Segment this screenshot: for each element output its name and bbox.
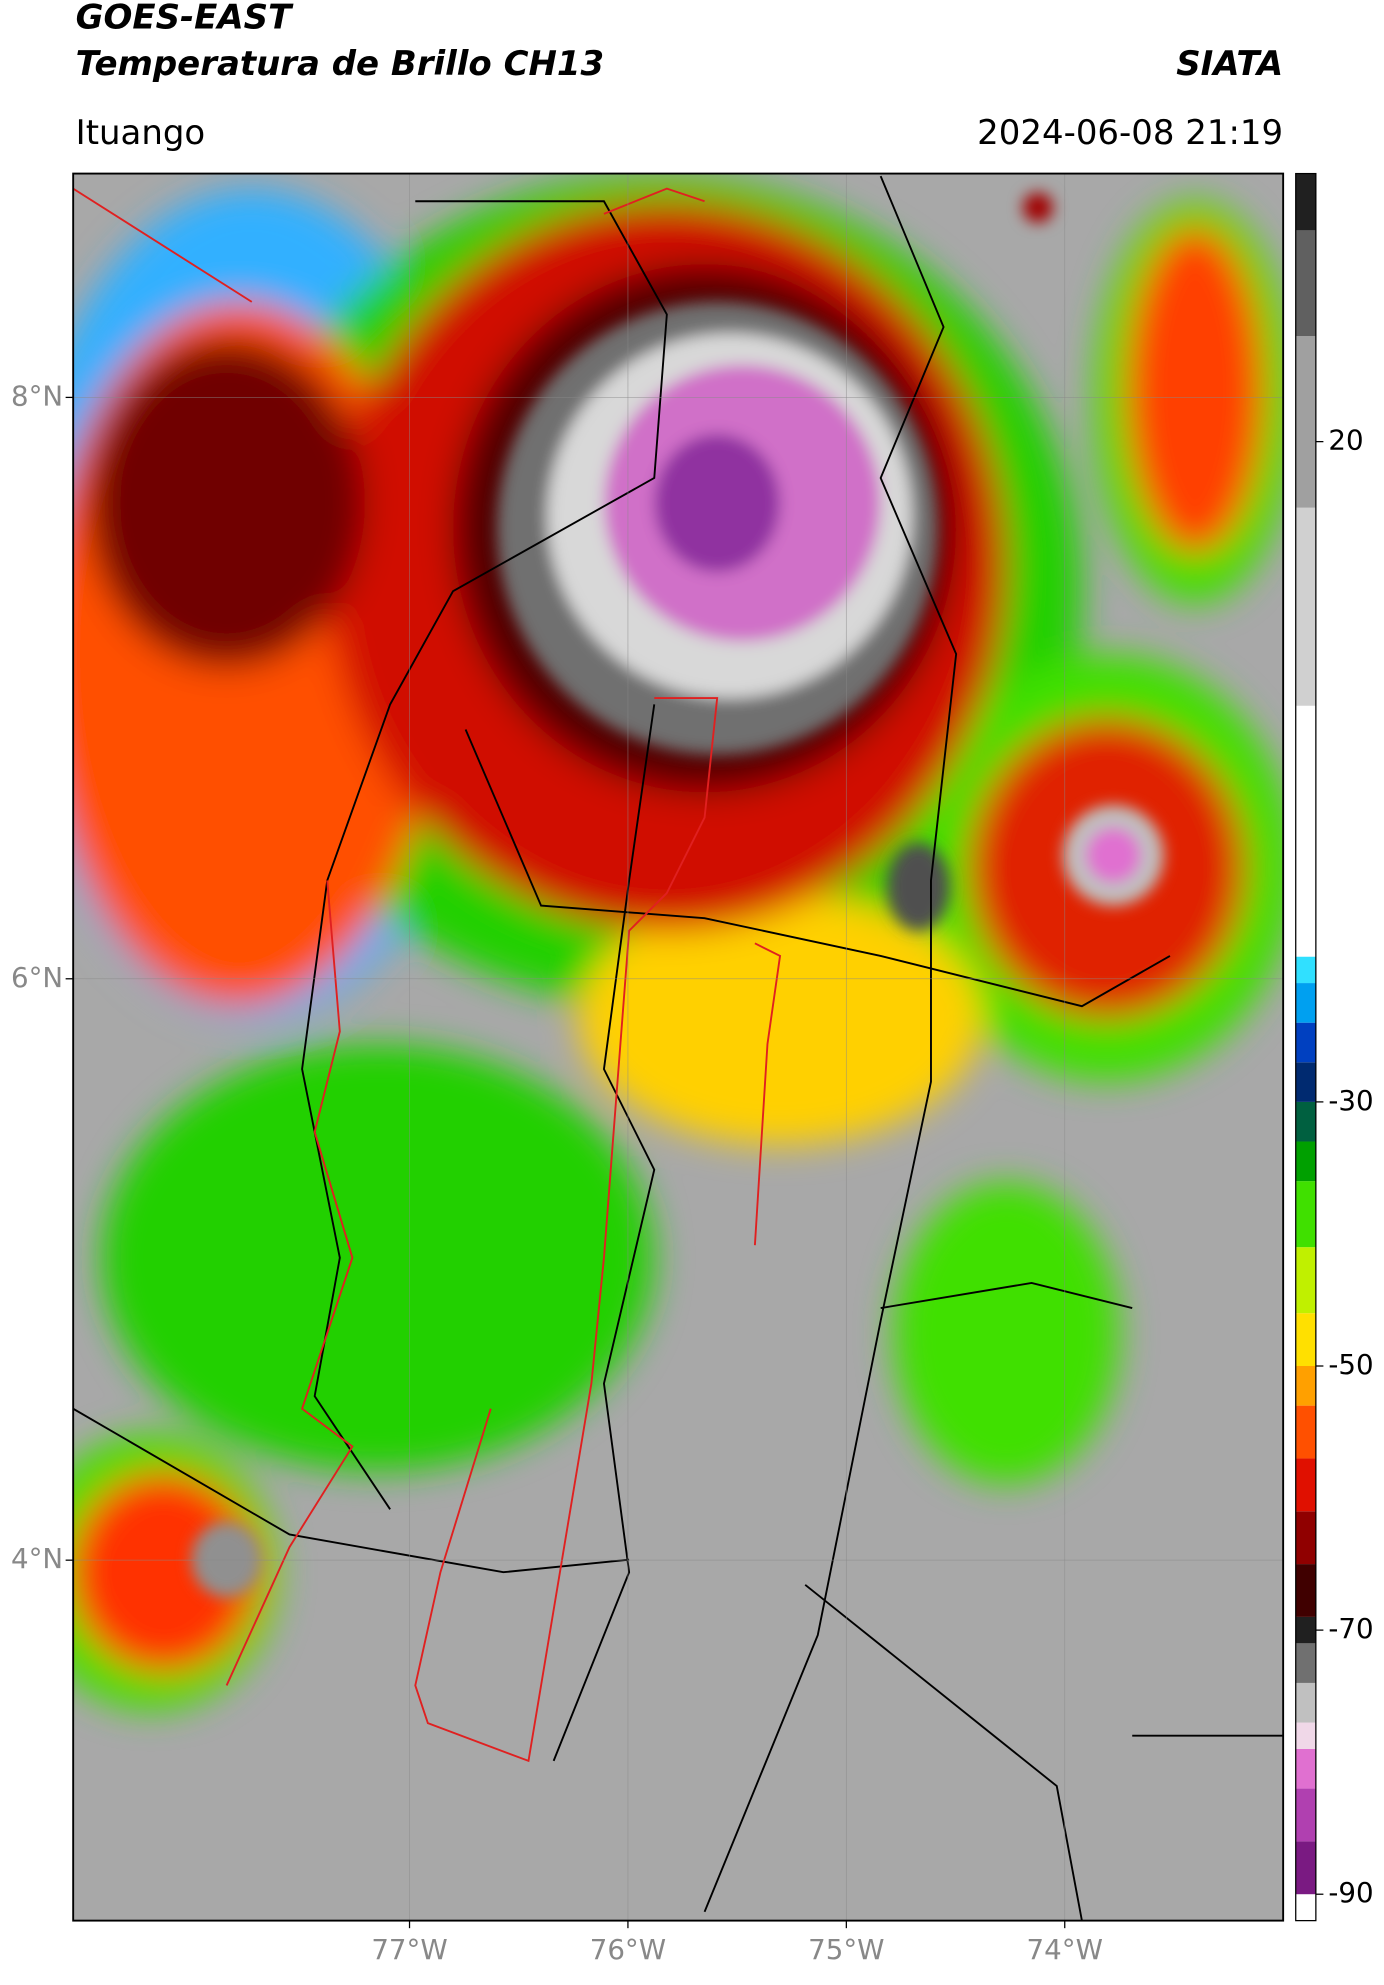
source: SIATA <box>1176 44 1283 84</box>
colorbar-segment <box>1295 705 1316 957</box>
colorbar-segment <box>1295 1564 1316 1617</box>
colorbar-tick-label: -50 <box>1328 1348 1373 1381</box>
colorbar-segment <box>1295 1366 1316 1406</box>
colorbar-segment <box>1295 1748 1316 1789</box>
x-tick-label: 75°W <box>808 1933 884 1966</box>
title: GOES-EAST <box>76 0 294 37</box>
colorbar-segment <box>1295 1141 1316 1182</box>
colorbar-frame <box>1295 172 1317 1922</box>
y-tick-label: 4°N <box>11 1542 63 1575</box>
location: Ituango <box>76 113 206 153</box>
colorbar-segment <box>1295 1682 1316 1723</box>
colorbar-segment <box>1295 507 1316 706</box>
colorbar-segment <box>1295 1181 1316 1248</box>
colorbar-segment <box>1295 1643 1316 1683</box>
y-tick-label: 6°N <box>11 961 63 994</box>
colorbar-segment <box>1295 1722 1316 1749</box>
y-tick-label: 8°N <box>11 379 63 412</box>
colorbar-segment <box>1295 956 1316 984</box>
colorbar-segment <box>1295 173 1316 231</box>
colorbar-segment <box>1295 1101 1316 1142</box>
colorbar-segment <box>1295 230 1316 336</box>
colorbar-segment <box>1295 1511 1316 1565</box>
colorbar-tick-label: -30 <box>1328 1084 1373 1117</box>
colorbar-segment <box>1295 1616 1316 1644</box>
colorbar-tick-label: 20 <box>1328 424 1363 457</box>
x-tick-label: 76°W <box>590 1933 666 1966</box>
colorbar-segment <box>1295 1313 1316 1367</box>
colorbar-segment <box>1295 983 1316 1023</box>
datetime: 2024-06-08 21:19 <box>977 113 1283 153</box>
x-tick-label: 77°W <box>371 1933 447 1966</box>
colorbar-segment <box>1295 1894 1316 1921</box>
colorbar-segment <box>1295 1458 1316 1512</box>
colorbar-segment <box>1295 1062 1316 1102</box>
map-frame <box>72 172 1285 1922</box>
x-tick-label: 74°W <box>1027 1933 1103 1966</box>
colorbar-segment <box>1295 1247 1316 1314</box>
colorbar-segment <box>1295 1022 1316 1063</box>
colorbar-segment <box>1295 1405 1316 1459</box>
colorbar-segment <box>1295 335 1316 508</box>
colorbar-segment <box>1295 1788 1316 1842</box>
colorbar-tick-label: -90 <box>1328 1876 1373 1909</box>
map-image <box>73 173 1284 1921</box>
colorbar-segment <box>1295 1841 1316 1895</box>
subtitle: Temperatura de Brillo CH13 <box>76 44 604 84</box>
colorbar-tick-label: -70 <box>1328 1612 1373 1645</box>
